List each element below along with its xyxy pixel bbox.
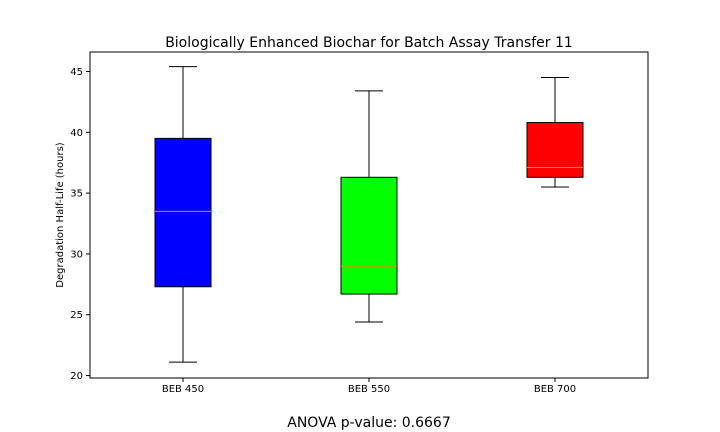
y-tick-label: 35 [70, 189, 83, 200]
y-tick-label: 25 [70, 310, 83, 321]
y-tick-label: 45 [70, 67, 83, 78]
box-body [154, 137, 212, 288]
anova-pvalue-text: ANOVA p-value: 0.6667 [287, 415, 451, 431]
y-axis-label: Degradation Half-Life (hours) [55, 142, 66, 287]
box-beb-450 [154, 66, 212, 363]
box-series [154, 66, 584, 363]
y-tick-label: 40 [70, 128, 83, 139]
y-axis: 20 25 30 35 40 45 [70, 67, 90, 382]
box-body [526, 122, 584, 178]
y-tick-label: 30 [70, 249, 83, 260]
x-axis: BEB 450 BEB 550 BEB 700 [162, 378, 576, 395]
box-beb-700 [526, 77, 584, 188]
y-tick-label: 20 [70, 371, 83, 382]
x-tick-label: BEB 450 [162, 384, 204, 395]
x-tick-label: BEB 550 [348, 384, 390, 395]
box-body [340, 176, 398, 295]
x-tick-label: BEB 700 [534, 384, 576, 395]
chart-title: Biologically Enhanced Biochar for Batch … [165, 35, 573, 51]
box-beb-550 [340, 90, 398, 323]
